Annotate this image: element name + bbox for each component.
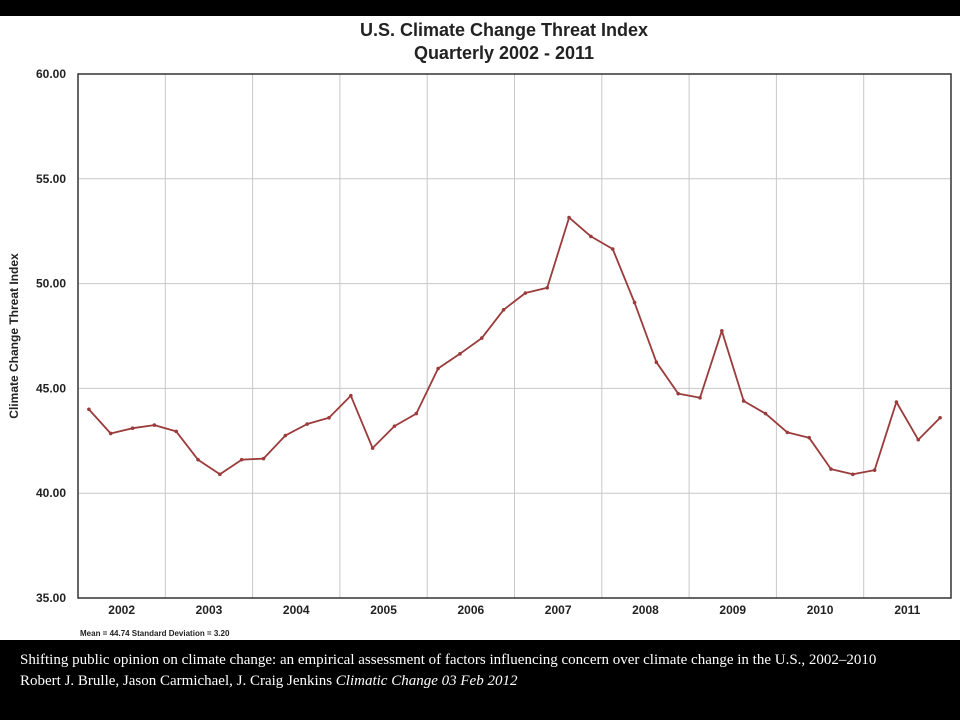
data-point — [720, 328, 724, 333]
y-axis-ticks: 35.00 40.00 45.00 50.00 55.00 60.00 — [36, 67, 66, 605]
data-point — [567, 215, 571, 220]
chart-title: U.S. Climate Change Threat Index — [360, 20, 648, 40]
x-tick-label: 2008 — [632, 603, 659, 617]
data-point — [458, 352, 462, 356]
y-tick-label: 55.00 — [36, 172, 66, 186]
data-point — [676, 391, 680, 396]
data-point — [610, 247, 615, 251]
data-point — [239, 457, 244, 462]
y-tick-label: 60.00 — [36, 67, 66, 81]
data-point — [283, 433, 288, 438]
y-tick-label: 40.00 — [36, 486, 66, 500]
data-point — [872, 468, 877, 472]
data-point — [545, 285, 550, 290]
caption-authors: Robert J. Brulle, Jason Carmichael, J. C… — [20, 673, 333, 689]
data-point — [654, 360, 659, 365]
plot-frame — [77, 73, 952, 599]
data-point — [523, 291, 528, 295]
data-point — [349, 393, 353, 398]
x-tick-label: 2004 — [283, 603, 310, 617]
y-axis-label: Climate Change Threat Index — [7, 253, 21, 419]
line-chart: U.S. Climate Change Threat Index Quarter… — [7, 20, 952, 638]
data-point — [916, 437, 921, 442]
data-point — [829, 467, 833, 471]
x-tick-label: 2011 — [894, 603, 920, 617]
caption-citation: Robert J. Brulle, Jason Carmichael, J. C… — [20, 671, 950, 692]
x-tick-label: 2002 — [108, 603, 135, 617]
data-point — [741, 399, 746, 403]
gridlines — [78, 74, 951, 598]
y-tick-label: 35.00 — [36, 591, 66, 605]
data-point — [108, 431, 113, 436]
x-tick-label: 2006 — [457, 603, 484, 617]
x-tick-label: 2005 — [370, 603, 397, 617]
data-point — [327, 415, 331, 420]
data-point — [370, 446, 375, 450]
x-tick-label: 2003 — [196, 603, 223, 617]
data-point — [196, 457, 200, 462]
x-tick-label: 2010 — [807, 603, 834, 617]
data-point — [130, 426, 135, 431]
data-point — [261, 456, 266, 461]
data-point — [392, 424, 397, 428]
data-point — [850, 472, 855, 477]
chart-subtitle: Quarterly 2002 - 2011 — [414, 43, 594, 63]
data-point — [698, 396, 702, 400]
citation-caption: Shifting public opinion on climate chang… — [20, 650, 950, 692]
data-point — [785, 430, 790, 435]
data-point — [589, 234, 593, 239]
data-point — [632, 300, 637, 305]
x-axis-ticks: 2002 2003 2004 2005 2006 2007 2008 2009 2010 2011 — [108, 603, 920, 617]
data-point — [152, 423, 157, 427]
data-point — [414, 411, 419, 416]
data-point — [87, 407, 91, 412]
data-point — [174, 429, 179, 434]
series-line — [88, 216, 941, 476]
series-layer — [87, 215, 942, 477]
stats-note: Mean = 44.74 Standard Deviation = 3.20 — [80, 629, 230, 638]
x-tick-label: 2007 — [545, 603, 572, 617]
chart-panel: U.S. Climate Change Threat Index Quarter… — [0, 16, 960, 640]
data-point — [938, 415, 942, 420]
data-point — [807, 435, 811, 440]
data-point — [501, 308, 506, 312]
data-point — [436, 366, 440, 371]
x-tick-label: 2009 — [719, 603, 746, 617]
data-point — [479, 336, 484, 340]
y-tick-label: 45.00 — [36, 381, 66, 395]
y-tick-label: 50.00 — [36, 277, 66, 291]
caption-journal: Climatic Change 03 Feb 2012 — [335, 673, 518, 689]
data-point — [763, 411, 768, 416]
data-point — [894, 400, 899, 404]
data-point — [218, 472, 222, 477]
data-point — [305, 422, 309, 426]
caption-title: Shifting public opinion on climate chang… — [20, 652, 877, 668]
